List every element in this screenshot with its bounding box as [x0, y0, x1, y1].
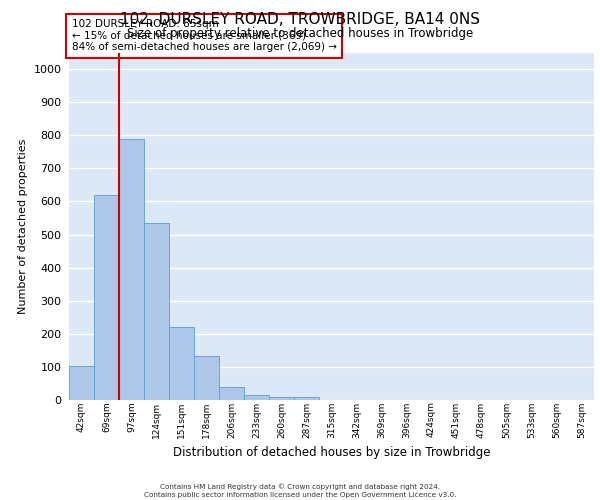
- Bar: [244, 395, 269, 400]
- Text: 102, DURSLEY ROAD, TROWBRIDGE, BA14 0NS: 102, DURSLEY ROAD, TROWBRIDGE, BA14 0NS: [120, 12, 480, 28]
- Bar: [94, 195, 119, 400]
- Bar: [69, 366, 94, 400]
- Bar: [219, 387, 244, 400]
- Bar: [294, 396, 319, 400]
- Y-axis label: Number of detached properties: Number of detached properties: [18, 138, 28, 314]
- Bar: [269, 396, 294, 400]
- Bar: [144, 223, 169, 400]
- X-axis label: Distribution of detached houses by size in Trowbridge: Distribution of detached houses by size …: [173, 446, 490, 459]
- Text: Size of property relative to detached houses in Trowbridge: Size of property relative to detached ho…: [127, 28, 473, 40]
- Bar: [169, 327, 194, 400]
- Text: Contains HM Land Registry data © Crown copyright and database right 2024.
Contai: Contains HM Land Registry data © Crown c…: [144, 484, 456, 498]
- Bar: [119, 138, 144, 400]
- Bar: [194, 356, 219, 400]
- Text: 102 DURSLEY ROAD: 85sqm
← 15% of detached houses are smaller (369)
84% of semi-d: 102 DURSLEY ROAD: 85sqm ← 15% of detache…: [71, 20, 337, 52]
